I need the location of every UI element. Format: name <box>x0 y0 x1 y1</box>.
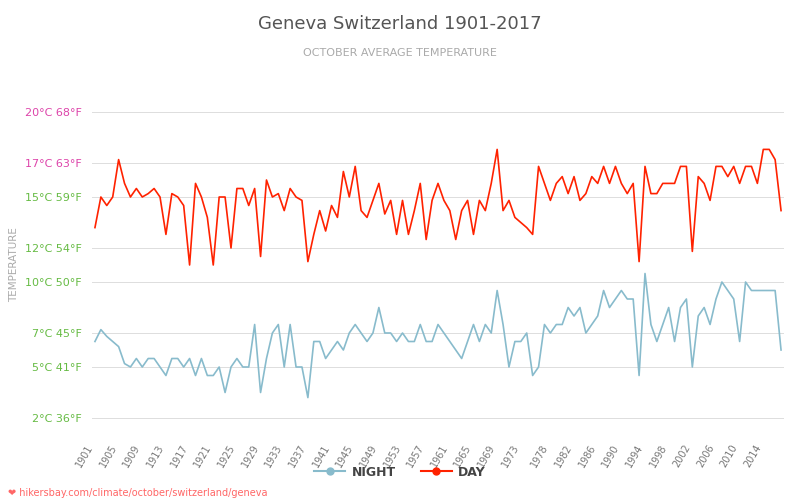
Text: Geneva Switzerland 1901-2017: Geneva Switzerland 1901-2017 <box>258 15 542 33</box>
Text: OCTOBER AVERAGE TEMPERATURE: OCTOBER AVERAGE TEMPERATURE <box>303 48 497 58</box>
Legend: NIGHT, DAY: NIGHT, DAY <box>309 461 491 484</box>
Text: ❤ hikersbay.com/climate/october/switzerland/geneva: ❤ hikersbay.com/climate/october/switzerl… <box>8 488 267 498</box>
Y-axis label: TEMPERATURE: TEMPERATURE <box>9 228 19 302</box>
